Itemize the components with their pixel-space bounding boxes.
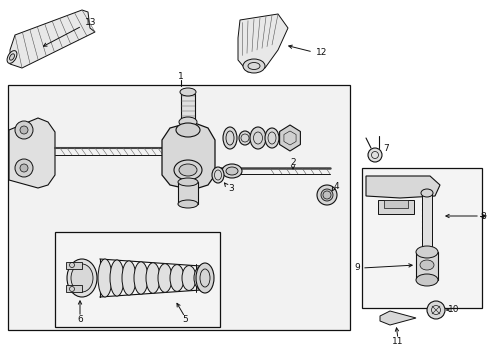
Ellipse shape <box>170 265 183 291</box>
Ellipse shape <box>178 200 198 208</box>
Ellipse shape <box>420 189 432 197</box>
Ellipse shape <box>178 178 198 186</box>
Ellipse shape <box>420 249 432 257</box>
Text: 10: 10 <box>447 306 459 315</box>
Ellipse shape <box>7 51 17 63</box>
Ellipse shape <box>316 185 336 205</box>
Bar <box>181 94 195 124</box>
Circle shape <box>426 301 444 319</box>
Ellipse shape <box>134 262 148 294</box>
Ellipse shape <box>194 266 207 289</box>
Ellipse shape <box>158 264 172 292</box>
Bar <box>421 193 431 253</box>
Ellipse shape <box>10 54 15 60</box>
Bar <box>66 262 82 269</box>
Circle shape <box>20 126 28 134</box>
Bar <box>8 85 349 330</box>
Ellipse shape <box>146 263 160 293</box>
Ellipse shape <box>415 246 437 258</box>
Ellipse shape <box>212 167 224 183</box>
Polygon shape <box>365 176 439 198</box>
Bar <box>66 285 82 292</box>
Ellipse shape <box>320 189 332 201</box>
Text: 13: 13 <box>85 18 96 27</box>
Text: 1: 1 <box>178 72 183 81</box>
Text: 4: 4 <box>333 181 339 190</box>
Text: 7: 7 <box>382 144 388 153</box>
Ellipse shape <box>179 117 197 127</box>
Ellipse shape <box>174 160 202 180</box>
Bar <box>377 200 413 214</box>
Ellipse shape <box>225 167 238 175</box>
Bar <box>415 252 437 280</box>
Ellipse shape <box>71 264 93 292</box>
Ellipse shape <box>419 260 433 270</box>
Ellipse shape <box>415 274 437 286</box>
Ellipse shape <box>239 131 250 145</box>
Text: 5: 5 <box>182 315 187 324</box>
Ellipse shape <box>223 127 237 149</box>
Ellipse shape <box>264 128 279 148</box>
Polygon shape <box>238 14 287 72</box>
Text: 12: 12 <box>315 48 326 57</box>
Ellipse shape <box>110 260 124 296</box>
Circle shape <box>15 121 33 139</box>
Text: 11: 11 <box>391 338 403 346</box>
Ellipse shape <box>98 259 112 297</box>
Bar <box>383 200 407 208</box>
Circle shape <box>367 148 381 162</box>
Text: 8: 8 <box>479 212 485 220</box>
Ellipse shape <box>182 266 196 291</box>
Ellipse shape <box>122 261 136 295</box>
Polygon shape <box>9 118 55 188</box>
Ellipse shape <box>249 127 265 149</box>
Ellipse shape <box>196 263 214 293</box>
Polygon shape <box>10 10 95 68</box>
Ellipse shape <box>222 164 242 178</box>
Text: 6: 6 <box>77 315 82 324</box>
Bar <box>361 168 481 308</box>
Bar <box>178 182 198 204</box>
Text: 9: 9 <box>353 264 359 273</box>
Polygon shape <box>279 125 300 151</box>
Ellipse shape <box>67 259 97 297</box>
Ellipse shape <box>176 123 200 137</box>
Ellipse shape <box>243 59 264 73</box>
Circle shape <box>20 164 28 172</box>
Text: 3: 3 <box>227 184 233 193</box>
Polygon shape <box>162 122 215 190</box>
Polygon shape <box>379 311 415 325</box>
Circle shape <box>15 159 33 177</box>
Bar <box>55 232 220 327</box>
Ellipse shape <box>179 164 197 176</box>
Text: 2: 2 <box>289 158 295 166</box>
Ellipse shape <box>180 88 196 96</box>
